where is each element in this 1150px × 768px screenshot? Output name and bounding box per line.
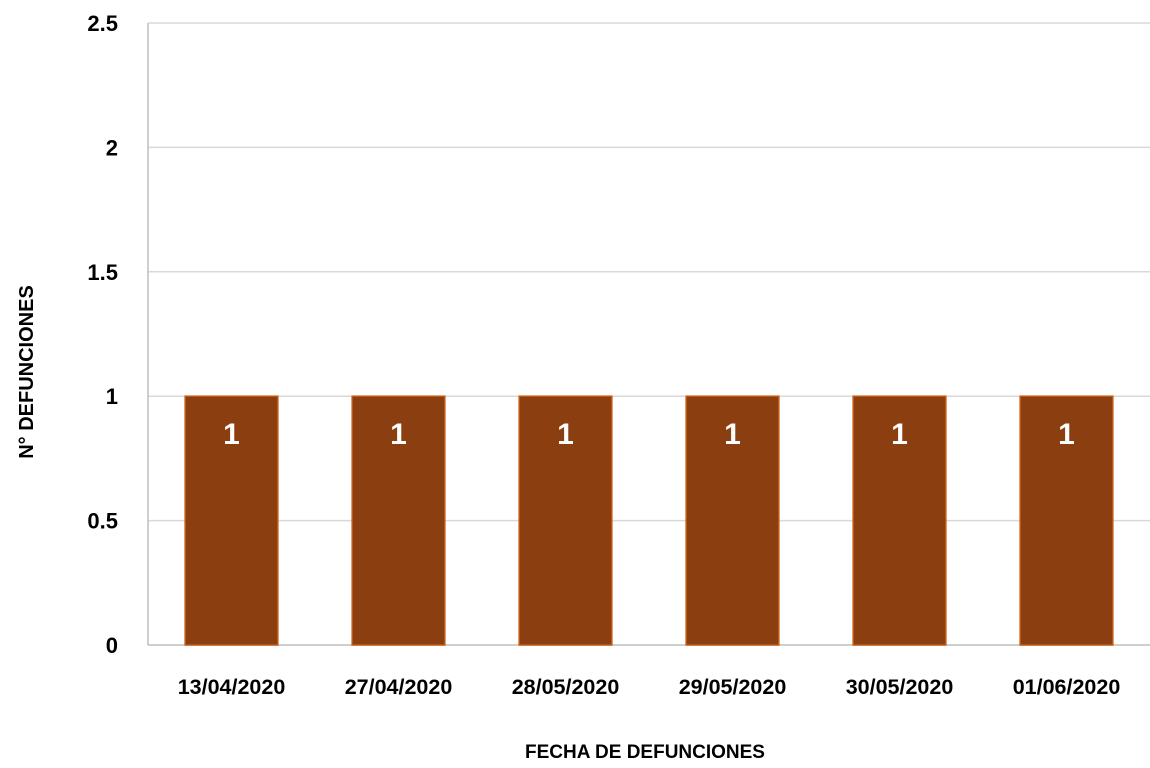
bar <box>685 395 780 646</box>
y-tick-label: 2 <box>106 135 118 160</box>
x-tick-label: 28/05/2020 <box>512 675 620 699</box>
y-tick-label: 2.5 <box>87 11 118 36</box>
data-label: 1 <box>390 418 407 451</box>
y-axis-title: N° DEFUNCIONES <box>16 285 38 459</box>
bar <box>351 395 446 646</box>
y-tick-label: 1 <box>106 384 118 409</box>
x-tick-label: 29/05/2020 <box>679 675 787 699</box>
x-tick-labels: 13/04/2020 27/04/2020 28/05/2020 29/05/2020… <box>178 675 1121 699</box>
y-tick-labels: 0 0.5 1 1.5 2 2.5 <box>87 11 118 658</box>
bar <box>184 395 279 646</box>
gridlines <box>147 22 1150 646</box>
data-label: 1 <box>223 418 240 451</box>
data-label: 1 <box>724 418 741 451</box>
y-tick-label: 0 <box>106 633 118 658</box>
y-tick-label: 1.5 <box>87 260 118 285</box>
y-tick-label: 0.5 <box>87 509 118 534</box>
x-tick-label: 01/06/2020 <box>1013 675 1121 699</box>
x-tick-label: 27/04/2020 <box>345 675 453 699</box>
bars <box>184 395 1114 646</box>
x-tick-label: 13/04/2020 <box>178 675 286 699</box>
x-axis-title: FECHA DE DEFUNCIONES <box>525 742 765 763</box>
data-label: 1 <box>1058 418 1075 451</box>
bar <box>1019 395 1114 646</box>
x-tick-label: 30/05/2020 <box>846 675 954 699</box>
data-label: 1 <box>891 418 908 451</box>
bar <box>518 395 613 646</box>
bar <box>852 395 947 646</box>
data-label: 1 <box>557 418 574 451</box>
data-labels: 1 1 1 1 1 1 <box>223 418 1075 451</box>
